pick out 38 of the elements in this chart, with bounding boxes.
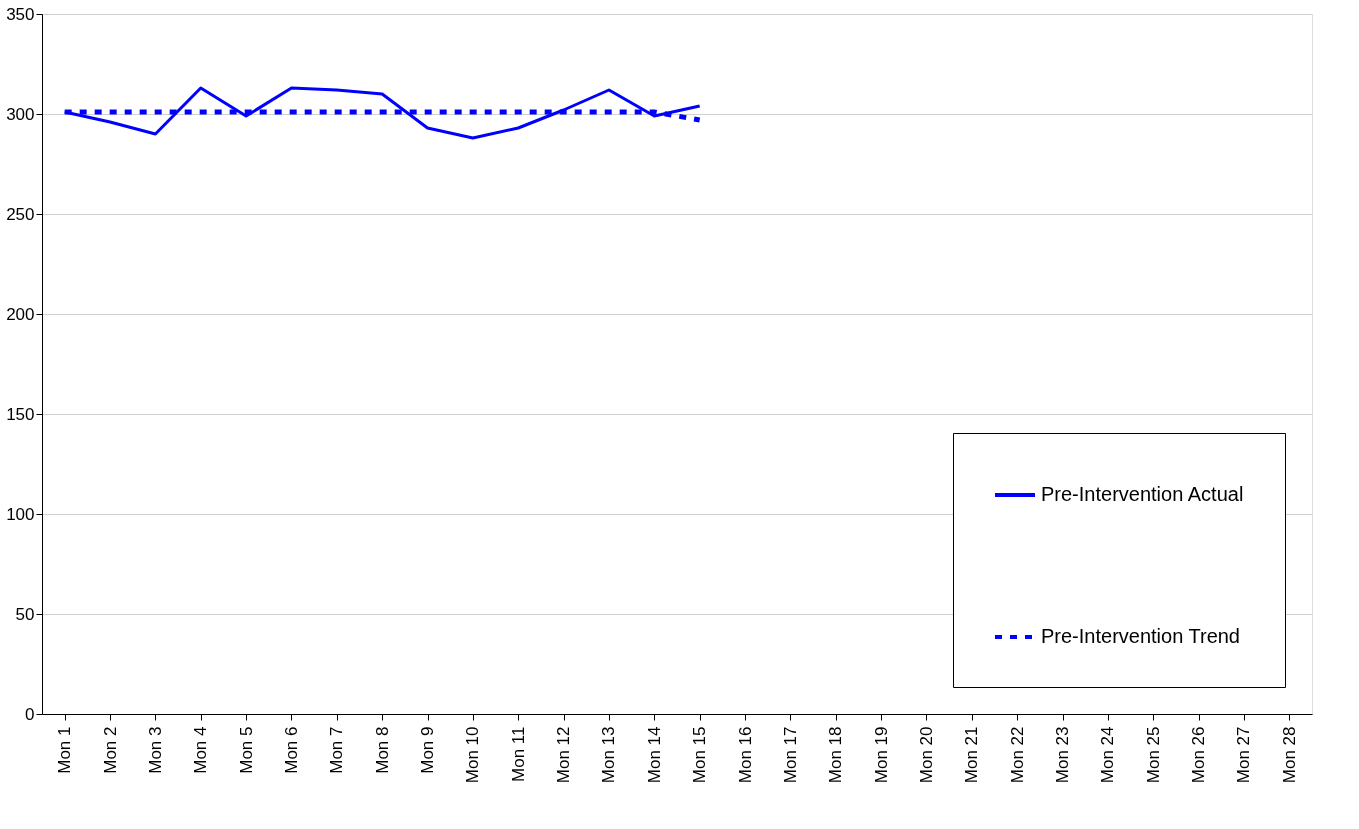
x-tick-label: Mon 5 xyxy=(236,726,256,774)
x-tick-label: Mon 13 xyxy=(599,726,619,784)
y-tick-label: 300 xyxy=(6,104,35,124)
x-tick-label: Mon 15 xyxy=(690,726,710,784)
x-tick-label: Mon 7 xyxy=(327,726,347,774)
x-tick-label: Mon 2 xyxy=(100,726,120,774)
x-tick-label: Mon 11 xyxy=(508,726,528,782)
x-tick-label: Mon 3 xyxy=(145,726,165,774)
x-tick-label: Mon 10 xyxy=(463,726,483,784)
x-tick-label: Mon 18 xyxy=(826,726,846,784)
x-tick-label: Mon 25 xyxy=(1143,726,1163,784)
legend-label: Pre-Intervention Actual xyxy=(1041,483,1244,505)
y-tick-label: 250 xyxy=(6,204,35,224)
x-tick-label: Mon 23 xyxy=(1053,726,1073,784)
x-tick-label: Mon 4 xyxy=(191,726,211,774)
x-tick-label: Mon 14 xyxy=(644,726,664,784)
y-tick-label: 200 xyxy=(6,304,35,324)
x-tick-label: Mon 19 xyxy=(871,726,891,784)
x-tick-label: Mon 1 xyxy=(55,726,75,774)
x-tick-label: Mon 26 xyxy=(1189,726,1209,784)
x-tick-label: Mon 20 xyxy=(916,726,936,784)
x-tick-label: Mon 28 xyxy=(1279,726,1299,784)
x-tick-label: Mon 21 xyxy=(962,726,982,784)
y-tick-label: 50 xyxy=(15,604,35,624)
legend-label: Pre-Intervention Trend xyxy=(1041,625,1240,647)
y-tick-label: 0 xyxy=(25,704,35,724)
x-tick-label: Mon 17 xyxy=(780,726,800,784)
y-tick-label: 150 xyxy=(6,404,35,424)
y-tick-label: 100 xyxy=(6,504,35,524)
y-tick-label: 350 xyxy=(6,4,35,24)
x-tick-label: Mon 6 xyxy=(281,726,301,774)
x-tick-label: Mon 9 xyxy=(418,726,438,774)
x-tick-label: Mon 22 xyxy=(1007,726,1027,784)
x-tick-label: Mon 8 xyxy=(372,726,392,774)
x-tick-label: Mon 16 xyxy=(735,726,755,784)
x-tick-label: Mon 27 xyxy=(1234,726,1254,784)
x-tick-label: Mon 12 xyxy=(554,726,574,784)
x-tick-label: Mon 24 xyxy=(1098,726,1118,784)
